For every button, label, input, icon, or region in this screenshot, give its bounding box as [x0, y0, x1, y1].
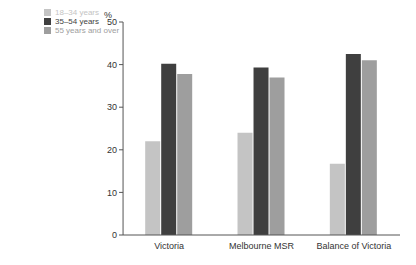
- html-text:55 years and over: 55 years and over: [55, 26, 119, 35]
- svg-text:40: 40: [107, 60, 117, 70]
- svg-text:Melbourne MSR: Melbourne MSR: [229, 241, 295, 251]
- svg-text:30: 30: [107, 102, 117, 112]
- svg-text:Balance of Victoria: Balance of Victoria: [316, 241, 391, 251]
- svg-text:20: 20: [107, 145, 117, 155]
- html-text:35–54 years: 35–54 years: [55, 17, 99, 26]
- svg-text:%: %: [104, 10, 112, 20]
- svg-text:10: 10: [107, 188, 117, 198]
- html-text:18–34 years: 18–34 years: [55, 8, 99, 17]
- svg-text:50: 50: [107, 17, 117, 28]
- svg-text:0: 0: [112, 230, 117, 240]
- svg-text:Victoria: Victoria: [154, 241, 184, 251]
